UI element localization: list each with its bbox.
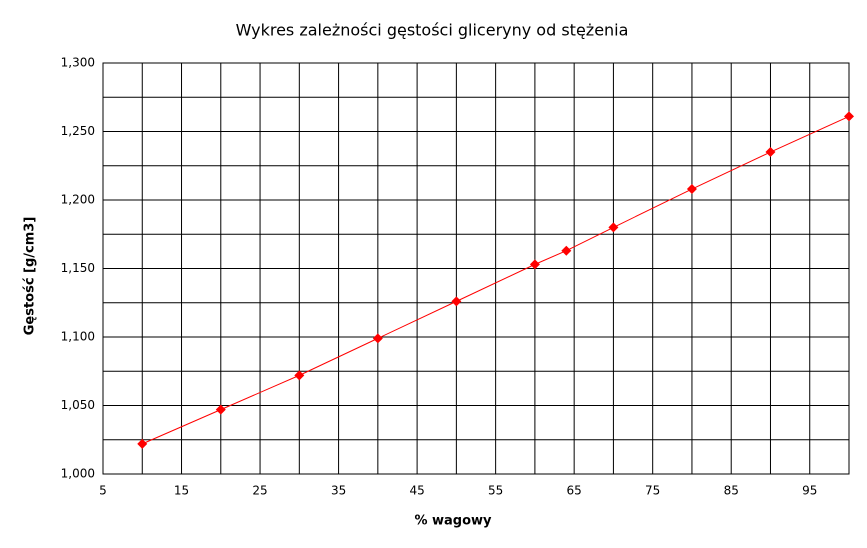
x-axis-title: % wagowy (414, 514, 492, 529)
y-axis-title: Gęstość [g/cm3] (23, 217, 38, 336)
data-point (608, 222, 619, 233)
data-point (215, 404, 226, 415)
x-tick-label: 15 (174, 484, 189, 498)
data-point (561, 245, 572, 256)
x-tick-label: 55 (488, 484, 503, 498)
x-tick-label: 95 (802, 484, 817, 498)
x-tick-label: 35 (331, 484, 346, 498)
data-point (137, 438, 148, 449)
data-point (372, 333, 383, 344)
y-tick-label: 1,000 (61, 467, 95, 481)
data-point (765, 147, 776, 158)
y-tick-label: 1,250 (61, 124, 95, 138)
y-tick-label: 1,050 (61, 398, 95, 412)
data-point (529, 259, 540, 270)
data-point (294, 370, 305, 381)
chart-title: Wykres zależności gęstości gliceryny od … (236, 21, 629, 40)
x-tick-label: 25 (252, 484, 267, 498)
x-tick-label: 65 (567, 484, 582, 498)
x-tick-label: 5 (99, 484, 107, 498)
y-tick-label: 1,300 (61, 56, 95, 70)
x-tick-label: 85 (724, 484, 739, 498)
data-point (686, 184, 697, 195)
y-tick-label: 1,150 (61, 261, 95, 275)
y-tick-label: 1,200 (61, 193, 95, 207)
y-tick-label: 1,100 (61, 330, 95, 344)
data-point (844, 111, 854, 122)
x-tick-label: 75 (645, 484, 660, 498)
x-tick-label: 45 (409, 484, 424, 498)
data-point (451, 296, 462, 307)
